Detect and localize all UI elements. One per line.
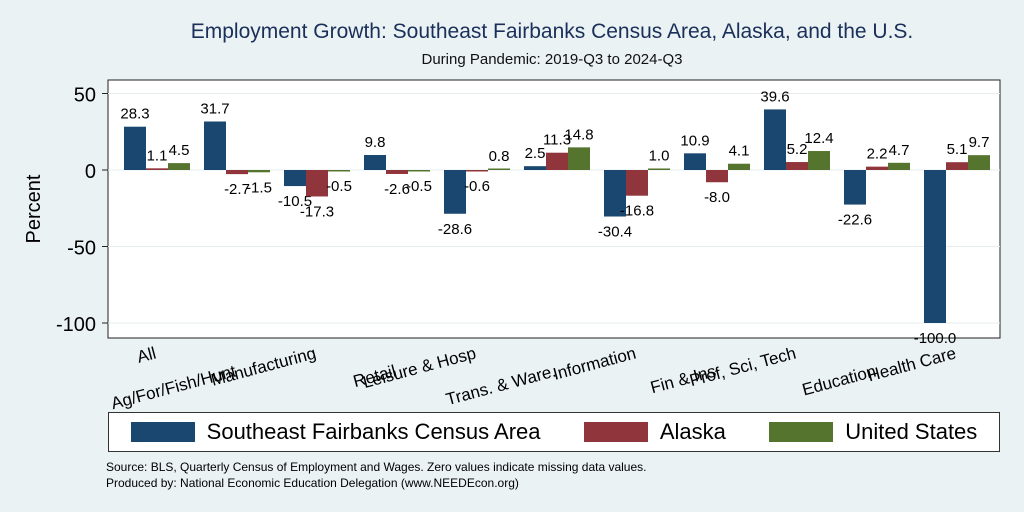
bar-united-states [488,168,510,170]
bar-alaska [226,170,248,175]
bar-alaska [946,162,968,170]
data-label-southeast-fairbanks: -28.6 [438,221,472,238]
bar-united-states [968,155,990,170]
bar-southeast-fairbanks [924,170,946,323]
source-note: Source: BLS, Quarterly Census of Employm… [106,460,647,474]
data-label-southeast-fairbanks: 31.7 [200,100,229,117]
bar-alaska [386,170,408,174]
data-label-united-states: -1.5 [246,179,272,196]
bar-united-states [888,162,910,170]
data-label-united-states: 4.5 [169,142,190,159]
legend-swatch-southeast-fairbanks [130,422,195,442]
data-label-alaska: 5.2 [787,141,808,158]
y-axis-label: Percent [23,174,45,243]
bar-united-states [408,170,430,172]
data-label-alaska: 11.3 [543,132,571,149]
legend-label-alaska: Alaska [659,419,726,444]
x-tick-label: Information [551,344,638,384]
data-label-alaska: -8.0 [704,189,730,206]
data-label-united-states: 1.0 [649,147,670,164]
data-label-alaska: 2.2 [867,146,888,163]
bar-alaska [626,170,648,196]
data-label-southeast-fairbanks: -22.6 [838,212,872,229]
legend-swatch-alaska [583,422,648,442]
chart-title: Employment Growth: Southeast Fairbanks C… [190,20,914,43]
bar-southeast-fairbanks [764,109,786,170]
bar-southeast-fairbanks [444,170,466,214]
x-tick-label: Health Care [865,344,958,386]
bar-southeast-fairbanks [124,126,146,170]
data-label-alaska: 5.1 [947,141,968,158]
data-label-united-states: -0.5 [406,178,432,195]
data-label-alaska: -2.7 [224,181,250,198]
bar-southeast-fairbanks [684,153,706,170]
bar-united-states [168,163,190,170]
bar-alaska [466,170,488,172]
y-tick-label: 0 [85,161,96,183]
data-label-united-states: 12.4 [804,130,833,147]
bar-southeast-fairbanks [284,170,306,187]
data-label-southeast-fairbanks: 28.3 [120,106,149,123]
data-label-alaska: -17.3 [300,203,334,220]
data-label-alaska: -2.6 [384,181,410,198]
x-tick-label: Manufacturing [209,344,318,390]
bar-southeast-fairbanks [364,155,386,170]
data-label-southeast-fairbanks: -100.0 [914,330,957,347]
legend: Southeast Fairbanks Census Area Alaska U… [108,412,1000,452]
bar-southeast-fairbanks [604,170,626,217]
x-tick-label: Prof, Sci, Tech [688,344,798,391]
bar-alaska [146,168,168,170]
data-label-southeast-fairbanks: 10.9 [680,132,709,149]
data-label-southeast-fairbanks: 39.6 [760,88,789,105]
legend-label-southeast-fairbanks: Southeast Fairbanks Census Area [206,419,541,444]
plot-area [107,79,1001,339]
legend-swatch-united-states [769,422,834,442]
data-label-southeast-fairbanks: 2.5 [525,145,546,162]
bar-southeast-fairbanks [204,121,226,170]
data-label-united-states: 4.7 [889,142,910,159]
data-label-alaska: 1.1 [147,147,168,164]
bar-united-states [648,168,670,170]
legend-label-united-states: United States [845,419,978,444]
data-label-united-states: 4.1 [729,143,750,160]
chart-subtitle: During Pandemic: 2019-Q3 to 2024-Q3 [421,51,683,68]
y-tick-label: -50 [67,238,96,260]
x-tick-label: All [135,344,158,367]
data-label-united-states: 14.8 [564,126,593,143]
bar-alaska [546,152,568,170]
bar-alaska [786,162,808,170]
data-label-united-states: 9.7 [969,134,990,151]
bar-united-states [568,147,590,170]
y-tick-label: 50 [74,85,96,107]
bar-southeast-fairbanks [844,170,866,205]
data-label-southeast-fairbanks: -30.4 [598,224,632,241]
data-label-united-states: -0.5 [326,178,352,195]
data-label-southeast-fairbanks: 9.8 [365,134,386,151]
bar-alaska [866,166,888,170]
bar-southeast-fairbanks [524,166,546,170]
data-label-alaska: -0.6 [464,178,490,195]
x-tick-label: Trans. & Ware. [444,362,558,410]
y-tick-label: -100 [56,314,96,336]
bar-united-states [728,163,750,170]
bar-united-states [808,151,830,170]
bar-united-states [328,170,350,172]
bar-alaska [306,170,328,197]
data-label-southeast-fairbanks: -10.5 [278,193,312,210]
bar-united-states [248,170,270,173]
bar-alaska [706,170,728,183]
legend-item-united-states: United States [769,419,977,445]
data-label-united-states: 0.8 [489,148,510,165]
legend-item-alaska: Alaska [583,419,726,445]
data-label-alaska: -16.8 [620,203,654,220]
legend-item-southeast-fairbanks: Southeast Fairbanks Census Area [130,419,541,445]
producer-note: Produced by: National Economic Education… [106,476,519,490]
